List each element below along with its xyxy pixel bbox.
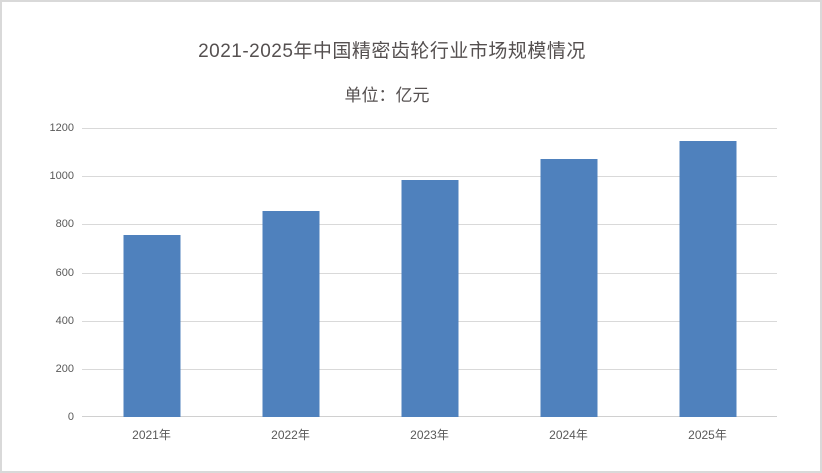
y-tick-label-400: 400 [55, 314, 74, 327]
y-tick-label-1200: 1200 [49, 122, 74, 134]
bars-layer: 2021年 2022年 2023年 2024年 2025年 [82, 128, 777, 442]
x-tick-label-2024年: 2024年 [549, 428, 588, 442]
category-cell-3: 2023年 [360, 128, 499, 442]
plot-area: 0 200 400 600 800 1000 1200 2021年 2022年 2023年 202… [50, 122, 777, 442]
x-tick-label-2025年: 2025年 [688, 428, 727, 442]
gridline-1200 [82, 128, 777, 129]
chart-subtitle: 单位：亿元 [344, 86, 430, 105]
y-tick-label-800: 800 [55, 218, 74, 231]
bar-2024年 [540, 159, 597, 417]
y-tick-label-200: 200 [55, 362, 74, 375]
bar-2023年 [401, 179, 458, 417]
chart-title: 2021-2025年中国精密齿轮行业市场规模情况 [198, 41, 586, 62]
bar-2022年 [262, 211, 319, 417]
bar-2025年 [679, 141, 736, 417]
bar-2021年 [123, 235, 180, 417]
x-tick-label-2021年: 2021年 [132, 428, 171, 442]
x-tick-label-2023年: 2023年 [410, 428, 449, 442]
category-cell-2: 2022年 [221, 128, 360, 442]
gridline-1000 [82, 176, 777, 178]
x-tick-label-2022年: 2022年 [271, 428, 310, 442]
y-tick-label-600: 600 [55, 266, 74, 279]
category-cell-5: 2025年 [638, 128, 777, 442]
y-tick-label-0: 0 [67, 411, 74, 423]
category-cell-4: 2024年 [499, 128, 638, 442]
y-tick-label-1000: 1000 [49, 170, 74, 183]
category-cell-1: 2021年 [82, 128, 221, 442]
